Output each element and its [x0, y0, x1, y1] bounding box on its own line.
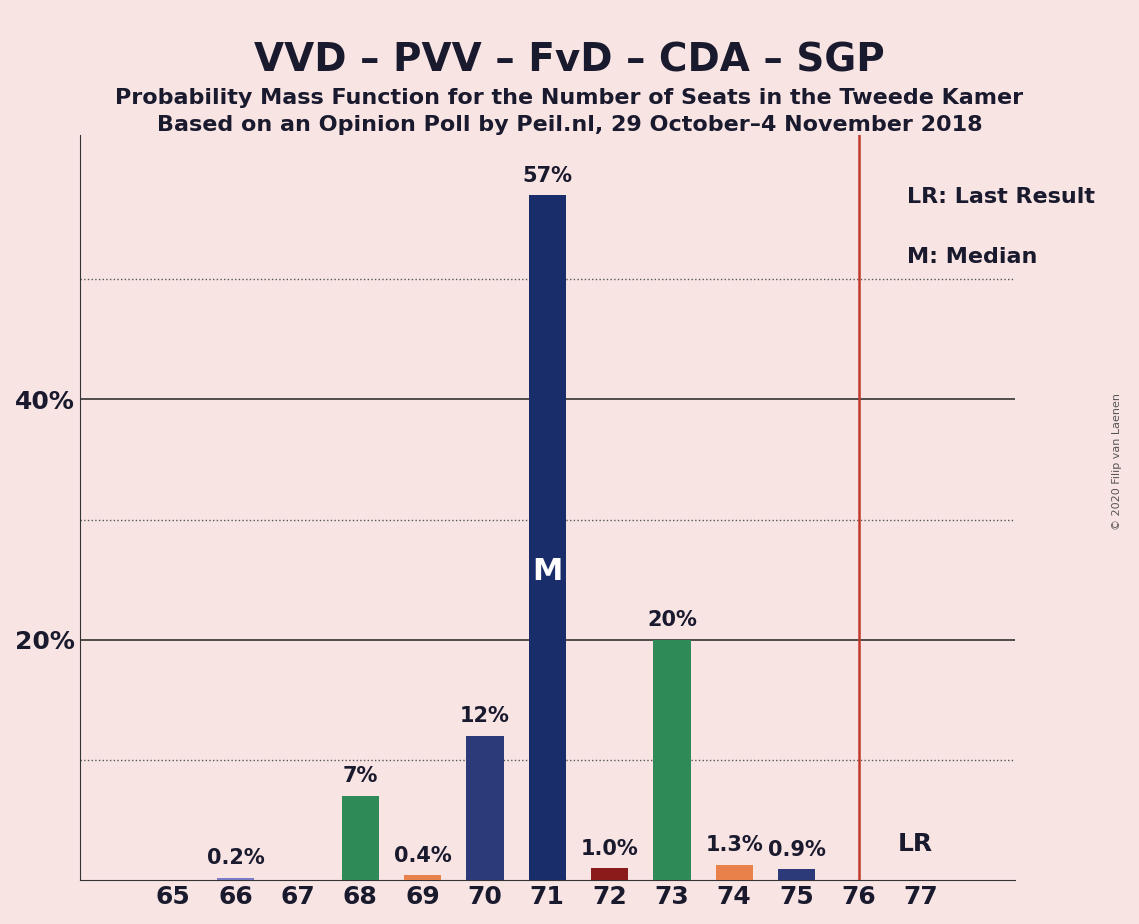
Text: 7%: 7% [343, 766, 378, 786]
Bar [778, 869, 816, 881]
Text: © 2020 Filip van Laenen: © 2020 Filip van Laenen [1112, 394, 1122, 530]
Text: 57%: 57% [523, 165, 572, 186]
Bar [466, 736, 503, 881]
Bar [216, 878, 254, 881]
Text: VVD – PVV – FvD – CDA – SGP: VVD – PVV – FvD – CDA – SGP [254, 42, 885, 79]
Bar [528, 195, 566, 881]
Text: Based on an Opinion Poll by Peil.nl, 29 October–4 November 2018: Based on an Opinion Poll by Peil.nl, 29 … [157, 115, 982, 135]
Text: LR: LR [898, 833, 933, 857]
Text: 12%: 12% [460, 706, 510, 726]
Bar [404, 875, 441, 881]
Text: LR: Last Result: LR: Last Result [907, 188, 1096, 207]
Text: 0.2%: 0.2% [206, 848, 264, 869]
Text: 20%: 20% [647, 610, 697, 630]
Text: M: Median: M: Median [907, 247, 1038, 267]
Text: M: M [532, 557, 563, 587]
Text: 1.3%: 1.3% [705, 835, 763, 855]
Bar [653, 639, 690, 881]
Text: 1.0%: 1.0% [581, 838, 639, 858]
Bar [715, 865, 753, 881]
Bar [342, 796, 379, 881]
Bar [591, 869, 629, 881]
Text: 0.9%: 0.9% [768, 840, 826, 859]
Text: 0.4%: 0.4% [394, 845, 451, 866]
Text: Probability Mass Function for the Number of Seats in the Tweede Kamer: Probability Mass Function for the Number… [115, 88, 1024, 108]
